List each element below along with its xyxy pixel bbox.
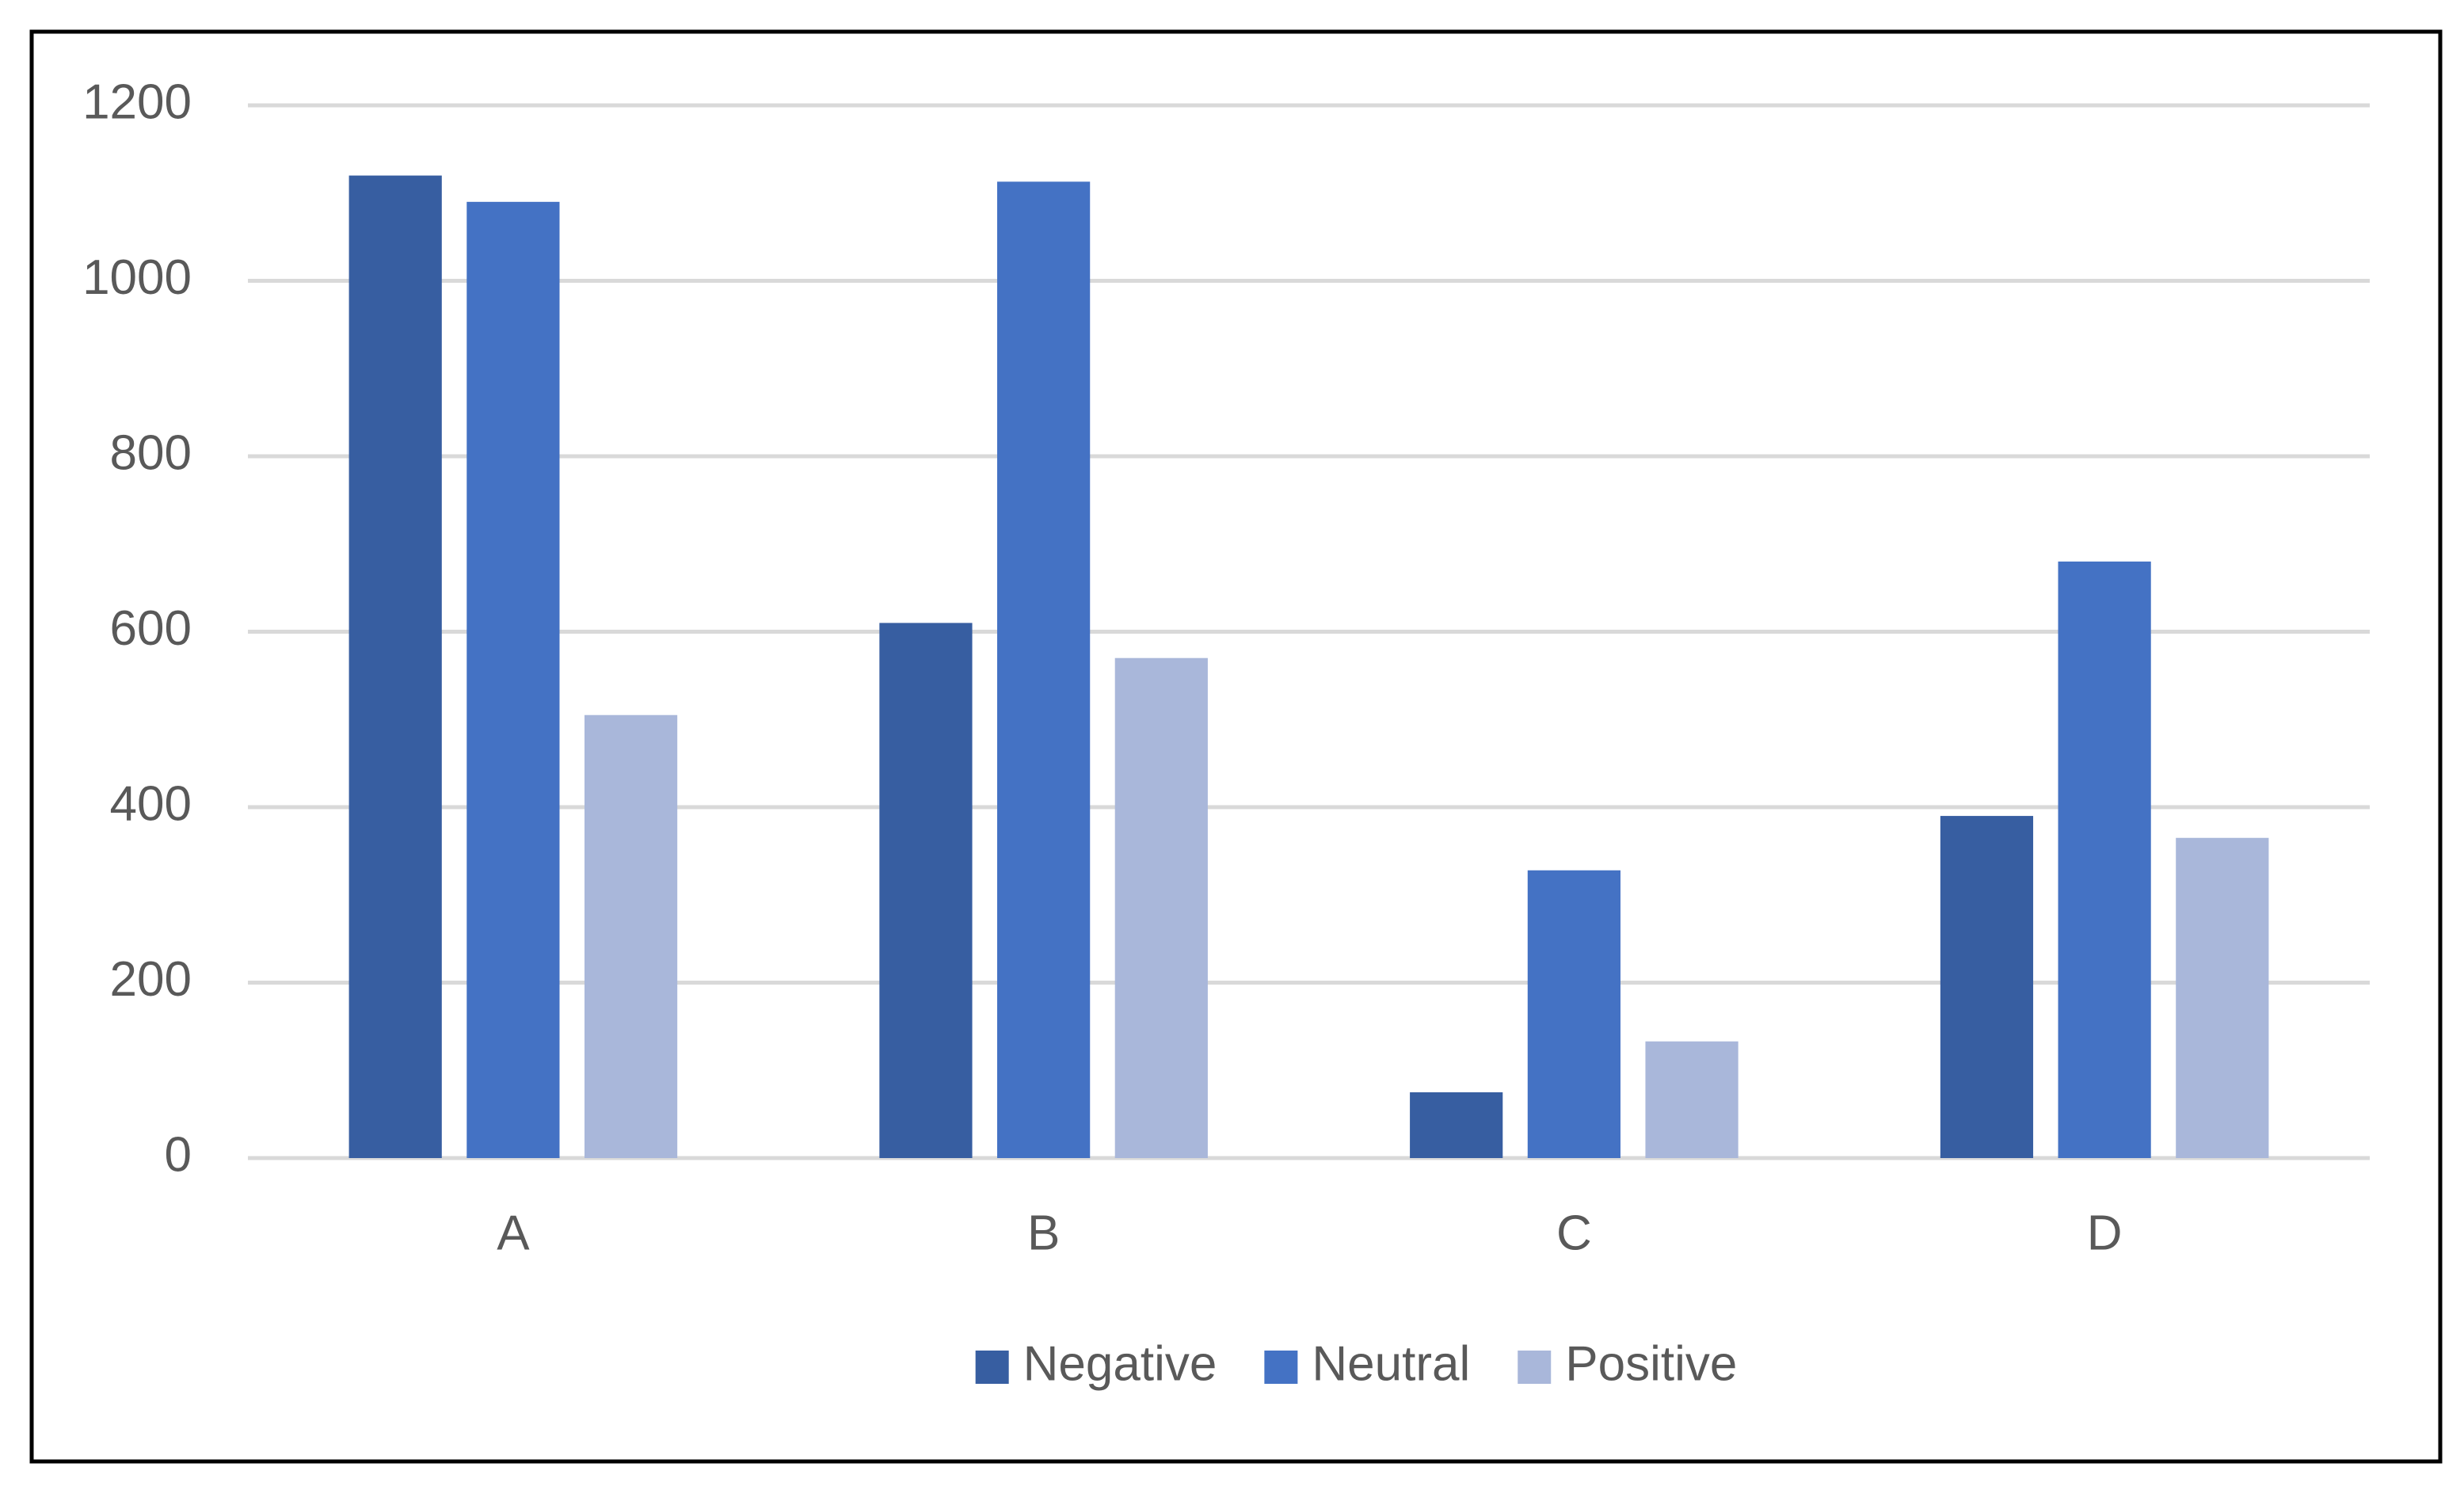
bar xyxy=(584,714,678,1158)
legend-label: Negative xyxy=(1023,1336,1217,1391)
y-tick-label: 1200 xyxy=(82,74,192,129)
x-tick-label: B xyxy=(1027,1206,1060,1260)
legend-swatch xyxy=(1518,1351,1552,1384)
y-tick-label: 200 xyxy=(110,952,192,1007)
legend-label: Neutral xyxy=(1312,1336,1470,1391)
y-tick-label: 400 xyxy=(110,776,192,831)
bar xyxy=(1410,1092,1503,1158)
legend-label: Positive xyxy=(1565,1336,1737,1391)
x-tick-label: A xyxy=(497,1206,530,1260)
y-tick-label: 600 xyxy=(110,601,192,656)
bar xyxy=(1114,657,1208,1158)
y-tick-label: 0 xyxy=(165,1127,192,1182)
legend-swatch xyxy=(1264,1351,1298,1384)
legend-swatch xyxy=(975,1351,1009,1384)
bar xyxy=(348,175,442,1159)
bar xyxy=(879,623,973,1158)
y-tick-label: 800 xyxy=(110,425,192,480)
x-tick-label: D xyxy=(2087,1206,2123,1260)
bar xyxy=(2176,837,2269,1158)
bar xyxy=(997,181,1091,1158)
bar xyxy=(467,201,560,1159)
bar xyxy=(2058,561,2151,1158)
bar xyxy=(1940,816,2034,1158)
y-tick-label: 1000 xyxy=(82,250,192,305)
bar xyxy=(1527,870,1620,1158)
x-tick-label: C xyxy=(1556,1206,1592,1260)
bar xyxy=(1645,1041,1739,1158)
